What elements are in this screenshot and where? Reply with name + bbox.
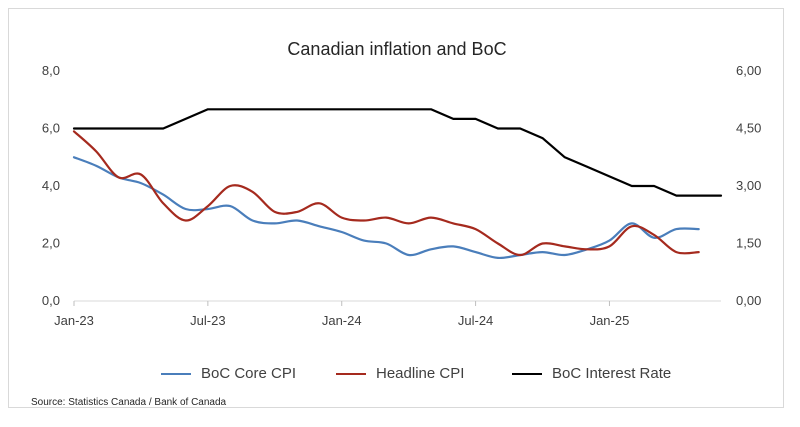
y-left-tick-label: 4,0	[42, 178, 60, 193]
x-tick-label: Jul-24	[458, 313, 493, 328]
y-right-tick-label: 6,00	[736, 63, 761, 78]
series-line-core-cpi	[72, 156, 700, 260]
legend-swatch-interest-rate	[512, 372, 542, 375]
chart-title: Canadian inflation and BoC	[287, 39, 507, 59]
y-left-tick-label: 2,0	[42, 236, 60, 251]
x-tick-label: Jan-24	[322, 313, 362, 328]
source-note: Source: Statistics Canada / Bank of Cana…	[31, 397, 227, 408]
y-right-tick-label: 1,50	[736, 236, 761, 251]
legend-swatch-core-cpi	[161, 372, 191, 375]
legend-item-headline-cpi: Headline CPI	[336, 365, 464, 382]
x-tick-label: Jan-25	[590, 313, 630, 328]
y-left-tick-label: 0,0	[42, 293, 60, 308]
series-line-interest-rate	[72, 108, 723, 197]
chart-frame: Canadian inflation and BoC 0,0 2,0 4,0 6,0 8…	[8, 8, 784, 408]
legend-swatch-headline-cpi	[336, 372, 366, 375]
y-left-tick-label: 6,0	[42, 121, 60, 136]
x-tick-label: Jul-23	[190, 313, 225, 328]
y-right-tick-label: 0,00	[736, 293, 761, 308]
x-tick-label: Jan-23	[54, 313, 94, 328]
y-left-tick-label: 8,0	[42, 63, 60, 78]
y-right-tick-label: 3,00	[736, 178, 761, 193]
legend-label-interest-rate: BoC Interest Rate	[552, 365, 672, 382]
legend-label-headline-cpi: Headline CPI	[376, 365, 465, 382]
y-right-tick-label: 4,50	[736, 121, 761, 136]
series-line-headline-cpi	[72, 130, 700, 257]
legend-item-interest-rate: BoC Interest Rate	[512, 365, 671, 382]
legend-item-core-cpi: BoC Core CPI	[161, 365, 296, 382]
legend-label-core-cpi: BoC Core CPI	[201, 365, 297, 382]
line-chart: 0,0 2,0 4,0 6,0 8,0 0,00 1,50 3,00 4,50 6,00 Jan-2…	[42, 63, 761, 328]
